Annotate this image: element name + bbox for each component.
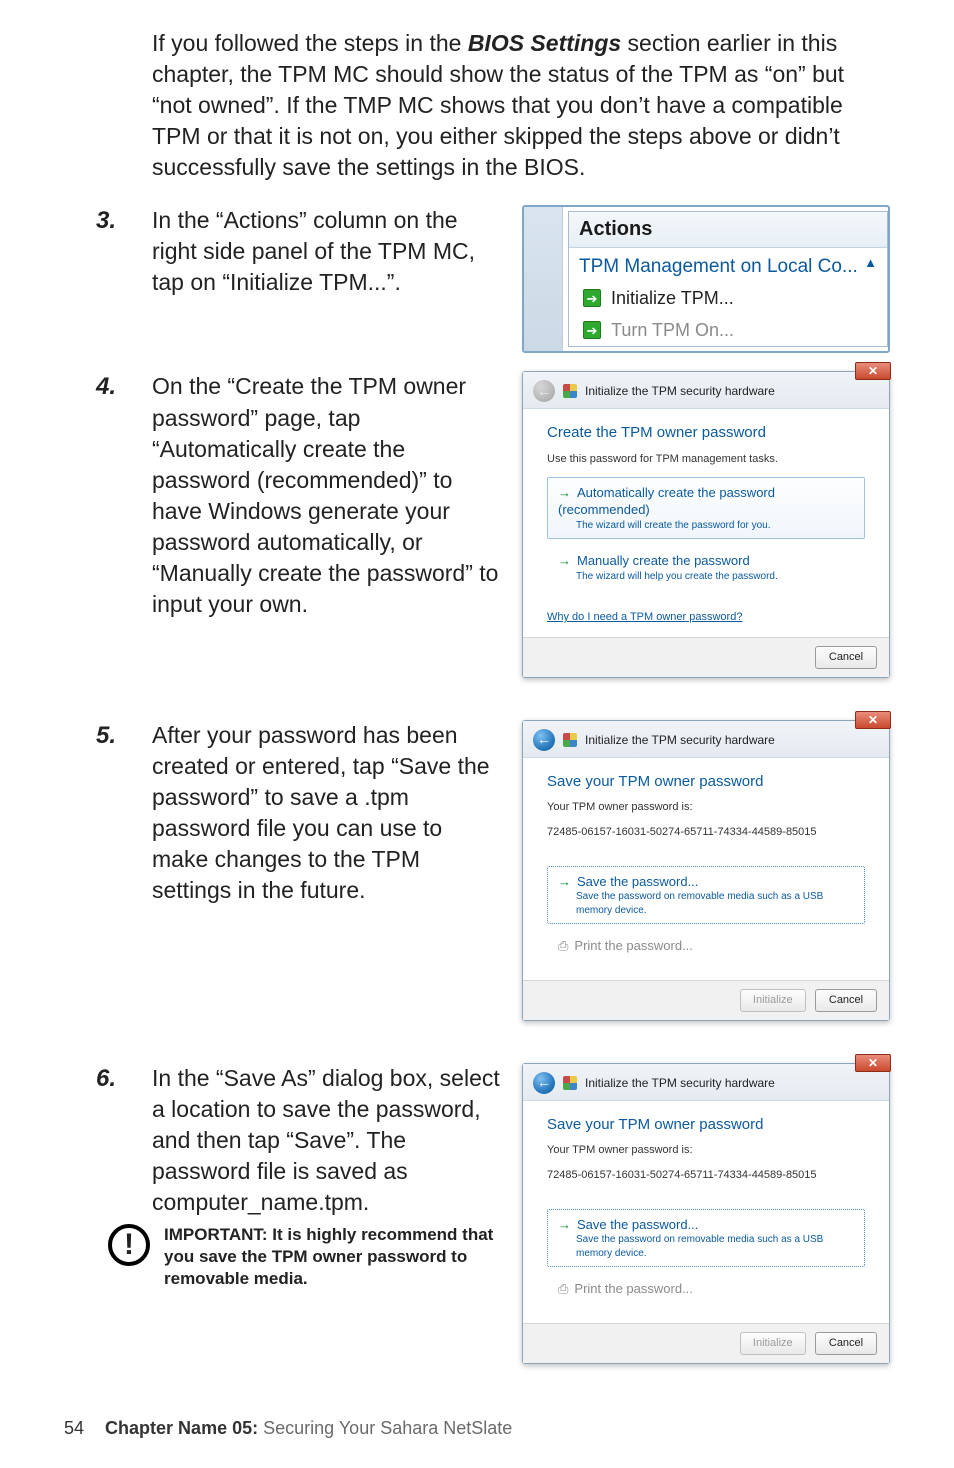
wizard-title: Initialize the TPM security hardware	[585, 732, 775, 748]
shield-icon	[563, 1076, 577, 1090]
warning-icon: !	[108, 1224, 150, 1266]
step-5-number: 5.	[96, 720, 152, 1045]
printer-icon: ⎙	[558, 1281, 568, 1296]
back-button[interactable]: ←	[533, 729, 555, 751]
wizard-heading: Create the TPM owner password	[547, 423, 865, 443]
back-button[interactable]: ←	[533, 380, 555, 402]
action-label: Initialize TPM...	[611, 286, 734, 310]
wizard-save-password-2: ✕ ← Initialize the TPM security hardware…	[522, 1063, 890, 1364]
actions-panel: Actions TPM Management on Local Co... ▲ …	[522, 205, 890, 353]
back-button[interactable]: ←	[533, 1072, 555, 1094]
intro-bold: BIOS Settings	[468, 30, 621, 56]
wizard-title: Initialize the TPM security hardware	[585, 1075, 775, 1091]
step-3-text: In the “Actions” column on the right sid…	[152, 205, 504, 353]
cancel-button[interactable]: Cancel	[815, 989, 877, 1012]
actions-title: Actions	[569, 212, 887, 248]
initialize-button[interactable]: Initialize	[740, 989, 806, 1012]
option-title: Save the password...	[577, 874, 698, 889]
important-note: IMPORTANT: It is highly recommend that y…	[164, 1224, 516, 1290]
page-number: 54	[64, 1418, 84, 1438]
step-6-text: In the “Save As” dialog box, select a lo…	[152, 1063, 504, 1218]
step-5-text: After your password has been created or …	[152, 720, 504, 1045]
cancel-button[interactable]: Cancel	[815, 1332, 877, 1355]
intro-paragraph: If you followed the steps in the BIOS Se…	[152, 28, 890, 183]
arrow-icon: →	[558, 553, 571, 568]
actions-sub-text: TPM Management on Local Co...	[579, 256, 858, 277]
printer-icon: ⎙	[558, 938, 568, 953]
option-title: Manually create the password	[577, 553, 750, 568]
chapter-title: Securing Your Sahara NetSlate	[258, 1418, 512, 1438]
option-subtitle: Save the password on removable media suc…	[576, 1233, 854, 1260]
option-auto-create[interactable]: →Automatically create the password (reco…	[547, 477, 865, 540]
action-initialize-tpm[interactable]: ➔ Initialize TPM...	[569, 282, 887, 314]
close-icon[interactable]: ✕	[855, 711, 891, 729]
help-link[interactable]: Why do I need a TPM owner password?	[547, 610, 742, 625]
chapter-label: Chapter Name 05:	[105, 1418, 258, 1438]
action-turn-tpm-on[interactable]: ➔ Turn TPM On...	[569, 314, 887, 346]
arrow-icon: ➔	[583, 289, 601, 307]
password-value: 72485-06157-16031-50274-65711-74334-4458…	[547, 1168, 865, 1183]
wizard-subtext: Use this password for TPM management tas…	[547, 452, 865, 467]
intro-pre: If you followed the steps in the	[152, 30, 468, 56]
arrow-icon: →	[558, 485, 571, 500]
wizard-header: ← Initialize the TPM security hardware	[523, 372, 889, 409]
action-label: Turn TPM On...	[611, 318, 734, 342]
option-title: Save the password...	[577, 1217, 698, 1232]
page-footer: 54 Chapter Name 05: Securing Your Sahara…	[0, 1416, 954, 1468]
wizard-header: ← Initialize the TPM security hardware	[523, 1064, 889, 1101]
wizard-title: Initialize the TPM security hardware	[585, 383, 775, 399]
option-subtitle: The wizard will help you create the pass…	[576, 570, 854, 584]
arrow-icon: ➔	[583, 321, 601, 339]
cancel-button[interactable]: Cancel	[815, 646, 877, 669]
close-icon[interactable]: ✕	[855, 1054, 891, 1072]
password-label: Your TPM owner password is:	[547, 800, 865, 815]
arrow-icon: →	[558, 1217, 571, 1232]
password-value: 72485-06157-16031-50274-65711-74334-4458…	[547, 825, 865, 840]
option-subtitle: The wizard will create the password for …	[576, 519, 854, 533]
option-title: Print the password...	[574, 1281, 693, 1296]
shield-icon	[563, 384, 577, 398]
collapse-icon: ▲	[864, 254, 877, 272]
step-4-number: 4.	[96, 371, 152, 701]
password-label: Your TPM owner password is:	[547, 1143, 865, 1158]
step-6-number: 6.	[96, 1063, 152, 1218]
wizard-header: ← Initialize the TPM security hardware	[523, 721, 889, 758]
step-3-number: 3.	[96, 205, 152, 353]
close-icon[interactable]: ✕	[855, 362, 891, 380]
option-print-password[interactable]: ⎙ Print the password...	[547, 930, 865, 962]
option-subtitle: Save the password on removable media suc…	[576, 890, 854, 917]
wizard-heading: Save your TPM owner password	[547, 1115, 865, 1135]
wizard-heading: Save your TPM owner password	[547, 772, 865, 792]
shield-icon	[563, 733, 577, 747]
option-manual-create[interactable]: → Manually create the password The wizard…	[547, 545, 865, 590]
option-print-password[interactable]: ⎙ Print the password...	[547, 1273, 865, 1305]
option-title: Automatically create the password (recom…	[558, 485, 775, 518]
wizard-create-password: ✕ ← Initialize the TPM security hardware…	[522, 371, 890, 677]
actions-subtitle[interactable]: TPM Management on Local Co... ▲	[569, 248, 887, 282]
arrow-icon: →	[558, 874, 571, 889]
option-save-password[interactable]: → Save the password... Save the password …	[547, 1209, 865, 1268]
wizard-save-password-1: ✕ ← Initialize the TPM security hardware…	[522, 720, 890, 1021]
option-title: Print the password...	[574, 938, 693, 953]
step-4-text: On the “Create the TPM owner password” p…	[152, 371, 504, 701]
option-save-password[interactable]: → Save the password... Save the password …	[547, 866, 865, 925]
initialize-button[interactable]: Initialize	[740, 1332, 806, 1355]
